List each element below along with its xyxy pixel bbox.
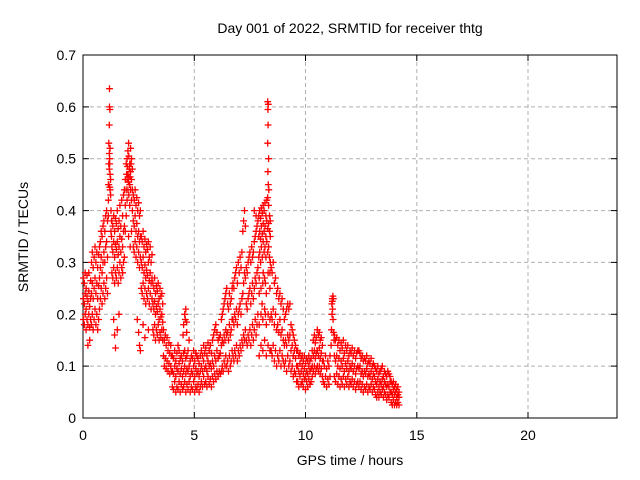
- y-tick-label: 0.3: [57, 254, 77, 270]
- y-tick-label: 0.2: [57, 306, 77, 322]
- y-tick-label: 0.7: [57, 47, 77, 63]
- x-tick-label: 5: [190, 427, 198, 443]
- chart-title: Day 001 of 2022, SRMTID for receiver tht…: [217, 20, 483, 36]
- x-tick-label: 0: [79, 427, 87, 443]
- x-tick-label: 20: [520, 427, 536, 443]
- y-tick-label: 0.5: [57, 151, 77, 167]
- y-tick-label: 0: [68, 410, 76, 426]
- y-tick-label: 0.4: [57, 203, 77, 219]
- scatter-points: [80, 85, 403, 409]
- x-tick-label: 10: [298, 427, 314, 443]
- y-tick-label: 0.6: [57, 99, 77, 115]
- x-tick-label: 15: [409, 427, 425, 443]
- x-axis-label: GPS time / hours: [296, 452, 404, 468]
- y-tick-label: 0.1: [57, 358, 77, 374]
- plot-border: [82, 54, 618, 419]
